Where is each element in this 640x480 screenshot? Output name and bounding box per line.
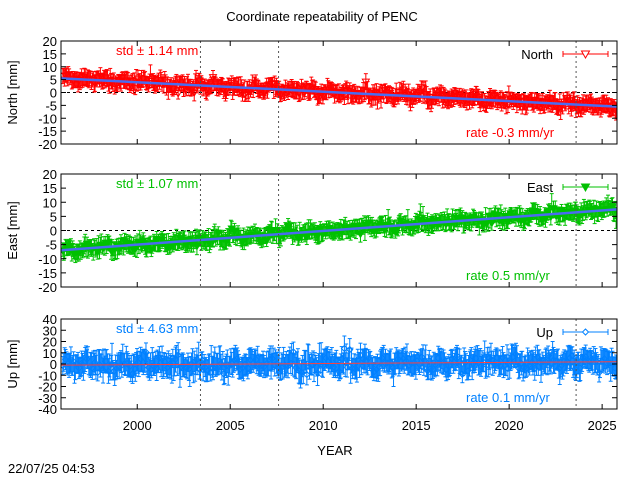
panel-north-data — [61, 64, 617, 121]
legend-label: East — [527, 180, 553, 195]
trend-line — [61, 77, 617, 108]
y-tick-label: -10 — [38, 111, 57, 126]
panel-up-data — [61, 335, 617, 389]
rate-label: rate 0.5 mm/yr — [466, 268, 550, 283]
y-axis-title: East [mm] — [5, 201, 20, 260]
data-point — [240, 91, 250, 99]
chart-title: Coordinate repeatability of PENC — [226, 9, 418, 24]
data-point — [142, 348, 150, 356]
y-axis-title: North [mm] — [5, 60, 20, 124]
y-tick-label: 5 — [50, 209, 57, 224]
y-tick-label: -5 — [45, 238, 57, 253]
y-tick-label: 10 — [43, 195, 57, 210]
y-tick-label: 15 — [43, 181, 57, 196]
std-label: std ± 1.14 mm — [116, 43, 198, 58]
data-point — [302, 233, 312, 242]
y-tick-label: 5 — [50, 73, 57, 88]
data-point — [238, 89, 247, 98]
y-tick-label: 0 — [50, 86, 57, 101]
y-tick-label: -10 — [38, 252, 57, 267]
data-point — [173, 90, 183, 98]
trend-line — [61, 208, 617, 252]
rate-label: rate -0.3 mm/yr — [466, 125, 555, 140]
y-tick-label: -20 — [38, 137, 57, 152]
y-tick-label: 20 — [43, 167, 57, 182]
data-point — [251, 79, 261, 88]
legend-marker — [580, 50, 591, 60]
y-tick-label: -20 — [38, 280, 57, 295]
legend-marker — [580, 183, 591, 193]
y-tick-label: -5 — [45, 98, 57, 113]
y-tick-label: -15 — [38, 266, 57, 281]
panel-east-data — [61, 193, 617, 264]
y-tick-label: 10 — [43, 60, 57, 75]
data-point — [160, 76, 170, 84]
y-tick-label: 15 — [43, 47, 57, 62]
y-tick-label: 0 — [50, 224, 57, 239]
std-label: std ± 1.07 mm — [116, 176, 198, 191]
x-axis-title: YEAR — [317, 443, 352, 458]
y-tick-label: -15 — [38, 124, 57, 139]
legend-label: North — [521, 47, 553, 62]
y-tick-label: 20 — [43, 34, 57, 49]
data-point — [94, 368, 102, 377]
